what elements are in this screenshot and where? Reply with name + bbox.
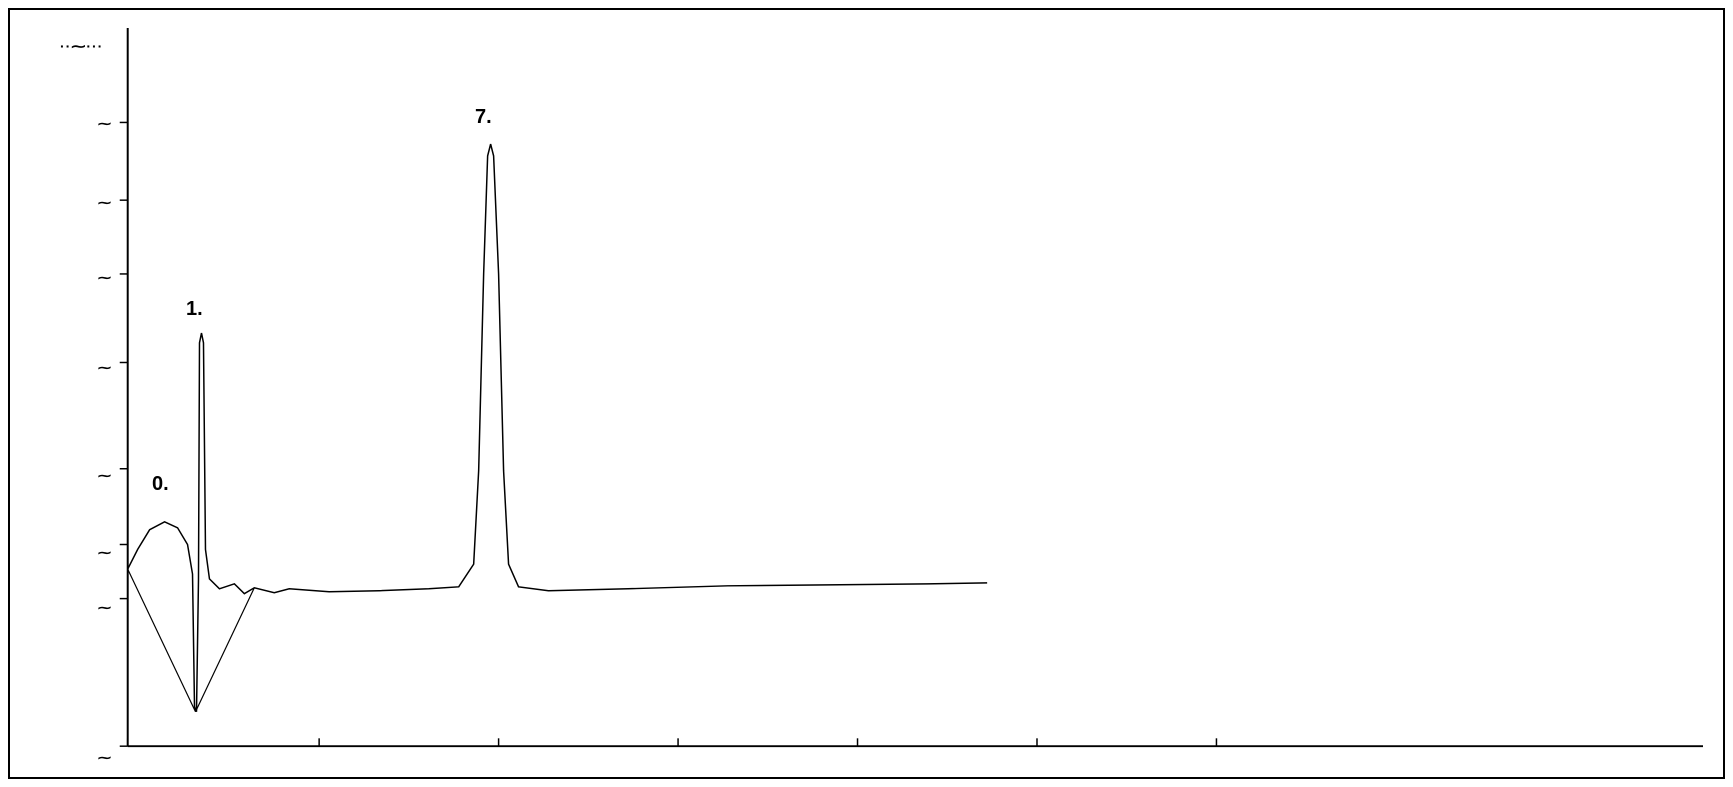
y-tick-label: ⁓: [98, 545, 110, 561]
y-tick-label: ⁓: [98, 750, 110, 766]
chart-frame: ··⁓··· ⁓⁓⁓⁓⁓⁓⁓⁓ 0.1.7.: [8, 8, 1725, 779]
y-tick-label: ⁓: [98, 468, 110, 484]
chromatogram-plot: [30, 28, 1703, 757]
peak-label: 1.: [186, 298, 203, 321]
y-tick-label: ⁓: [98, 270, 110, 286]
y-tick-label: ⁓: [98, 600, 110, 616]
chart-area: ··⁓··· ⁓⁓⁓⁓⁓⁓⁓⁓ 0.1.7.: [30, 28, 1703, 757]
peak-label: 7.: [475, 106, 492, 129]
y-tick-label: ⁓: [98, 195, 110, 211]
y-tick-label: ⁓: [98, 116, 110, 132]
peak-label: 0.: [152, 473, 169, 496]
y-tick-label: ⁓: [98, 360, 110, 376]
